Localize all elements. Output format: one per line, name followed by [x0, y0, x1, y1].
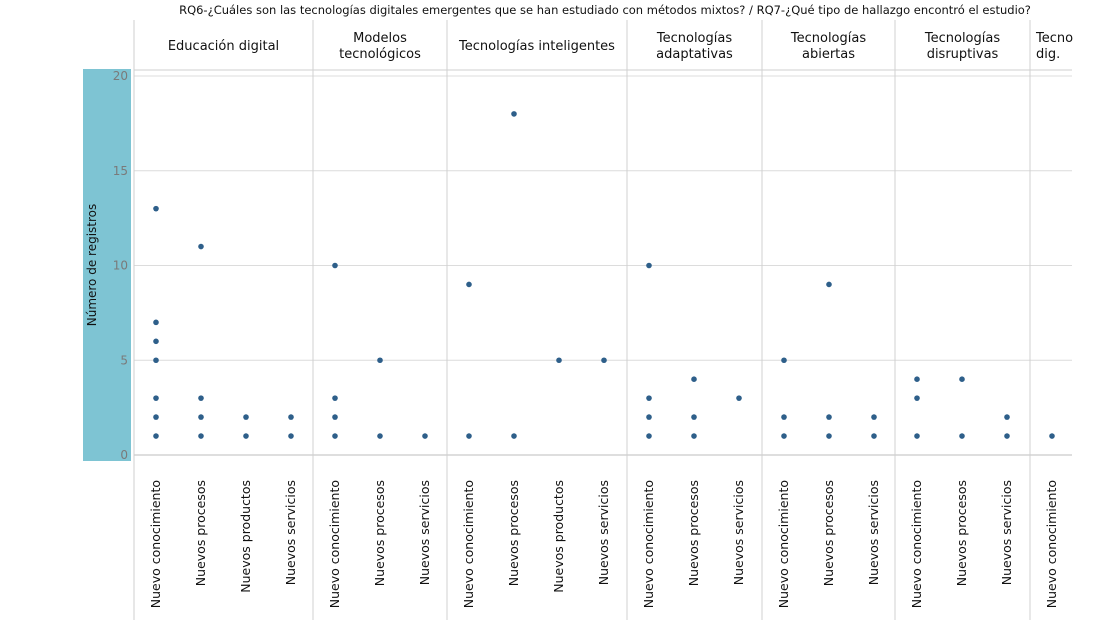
data-point [377, 433, 383, 439]
data-point [198, 433, 204, 439]
panel-header-label: Tecnologías inteligentes [458, 39, 615, 54]
y-tick-label: 15 [113, 164, 128, 178]
data-point [153, 433, 159, 439]
data-point [153, 357, 159, 364]
data-point [288, 414, 294, 420]
x-category-label: Nuevos servicios [866, 480, 881, 585]
panel-header-label: Tecnologías [924, 31, 1000, 46]
x-category-label: Nuevos procesos [954, 480, 969, 586]
data-point [153, 414, 159, 420]
data-point [511, 433, 517, 439]
data-point [646, 433, 652, 439]
y-axis-title: Número de registros [85, 204, 99, 327]
data-point [466, 433, 472, 439]
data-point [153, 395, 159, 401]
panel-header-label: abiertas [802, 47, 855, 62]
data-point [466, 281, 472, 288]
data-point [691, 433, 697, 439]
data-point [871, 433, 877, 439]
data-point [153, 338, 159, 345]
x-category-label: Nuevos procesos [821, 480, 836, 586]
data-point [826, 414, 832, 420]
data-point [153, 205, 159, 212]
data-point [332, 433, 338, 439]
data-point [1004, 433, 1010, 439]
panel-header-label: Modelos [353, 31, 407, 46]
data-point [781, 357, 787, 364]
panel-header-label: Tecno [1035, 31, 1073, 46]
data-point [288, 433, 294, 439]
x-category-label: Nuevo conocimiento [1044, 480, 1059, 608]
data-point [914, 376, 920, 383]
data-point [198, 395, 204, 401]
x-category-label: Nuevo conocimiento [148, 480, 163, 608]
data-point [646, 395, 652, 401]
data-point [377, 357, 383, 364]
data-point [646, 262, 652, 269]
data-point [332, 414, 338, 420]
panel-header-label: Educación digital [168, 39, 279, 54]
data-point [871, 414, 877, 420]
y-tick-label: 5 [120, 353, 128, 367]
x-category-label: Nuevo conocimiento [327, 480, 342, 608]
data-point [914, 433, 920, 439]
data-point [198, 243, 204, 250]
data-point [826, 281, 832, 288]
chart-title: RQ6-¿Cuáles son las tecnologías digitale… [179, 3, 1031, 17]
x-category-label: Nuevo conocimiento [641, 480, 656, 608]
data-point [153, 319, 159, 326]
x-category-label: Nuevos procesos [193, 480, 208, 586]
panel-header-label: tecnológicos [339, 47, 421, 62]
panel-header-label: Tecnologías [790, 31, 866, 46]
data-point [691, 376, 697, 383]
data-point [243, 433, 249, 439]
data-point [601, 357, 607, 364]
x-category-label: Nuevos procesos [506, 480, 521, 586]
x-category-label: Nuevos procesos [686, 480, 701, 586]
panel-header-label: adaptativas [656, 47, 733, 62]
data-point [198, 414, 204, 420]
x-category-label: Nuevos servicios [731, 480, 746, 585]
data-point [243, 414, 249, 420]
panel-header-label: Tecnologías [656, 31, 732, 46]
data-point [332, 262, 338, 269]
data-point [736, 395, 742, 401]
data-point [691, 414, 697, 420]
data-point [1049, 433, 1055, 439]
data-point [826, 433, 832, 439]
y-tick-label: 0 [120, 448, 128, 462]
data-point [511, 111, 517, 117]
x-category-label: Nuevos servicios [999, 480, 1014, 585]
data-point [1004, 414, 1010, 420]
x-category-label: Nuevos productos [238, 480, 253, 593]
panel-header-label: disruptivas [927, 47, 999, 62]
x-category-label: Nuevos servicios [283, 480, 298, 585]
y-tick-label: 10 [113, 259, 128, 273]
x-category-label: Nuevo conocimiento [461, 480, 476, 608]
x-category-label: Nuevos servicios [596, 480, 611, 585]
panel-header-label: dig. [1036, 47, 1060, 62]
data-point [959, 376, 965, 383]
x-category-label: Nuevos servicios [417, 480, 432, 585]
data-point [422, 433, 428, 439]
y-axis-band [83, 69, 131, 461]
data-point [646, 414, 652, 420]
x-category-label: Nuevo conocimiento [776, 480, 791, 608]
data-point [781, 433, 787, 439]
data-point [332, 395, 338, 401]
data-point [556, 357, 562, 364]
data-point [781, 414, 787, 420]
data-point [959, 433, 965, 439]
x-category-label: Nuevo conocimiento [909, 480, 924, 608]
x-category-label: Nuevos productos [551, 480, 566, 593]
data-point [914, 395, 920, 401]
y-tick-label: 20 [113, 69, 128, 83]
x-category-label: Nuevos procesos [372, 480, 387, 586]
